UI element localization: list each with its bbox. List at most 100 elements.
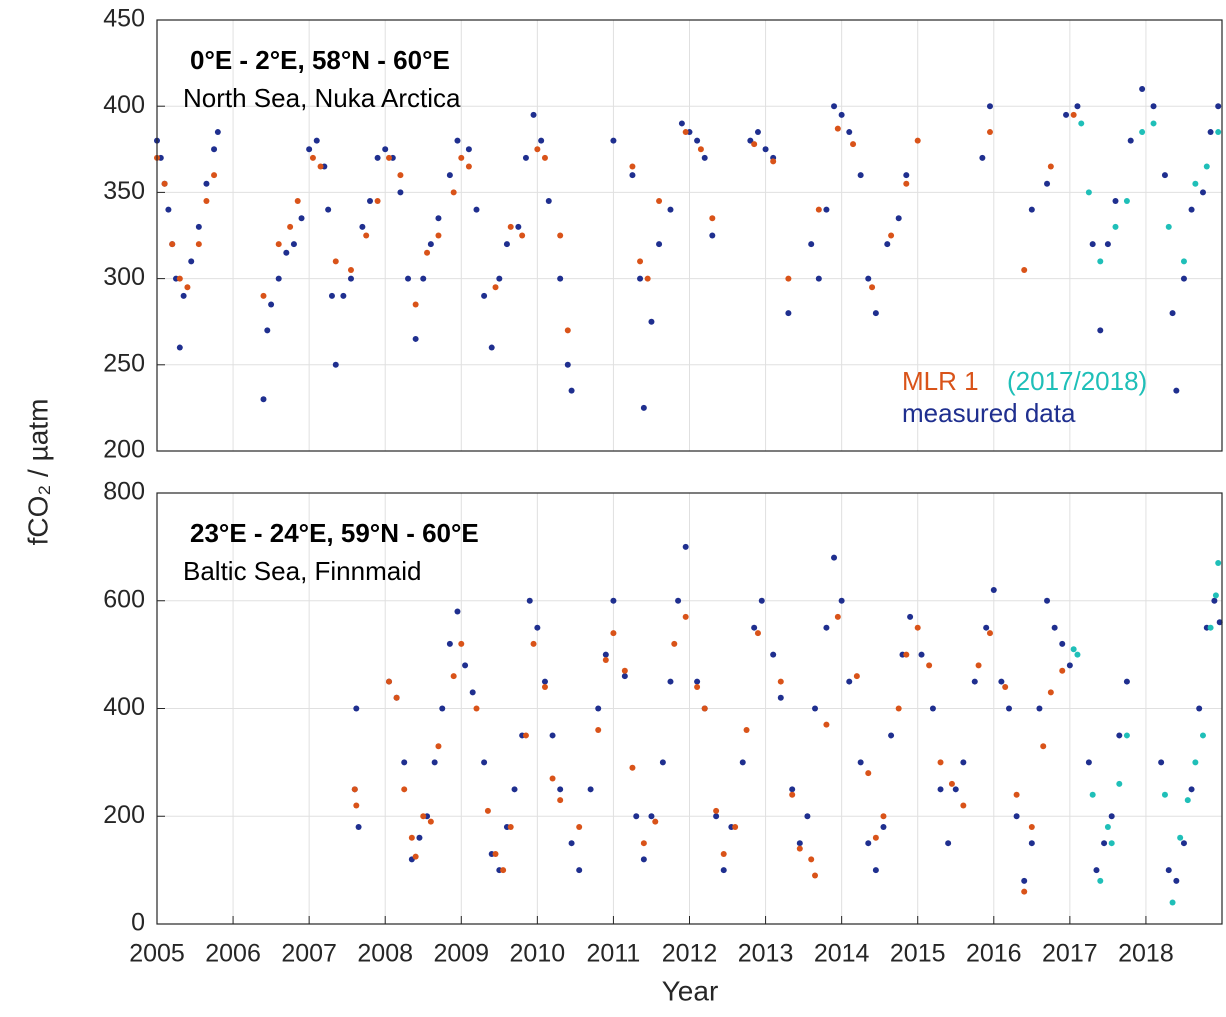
data-point	[629, 172, 636, 179]
data-point	[758, 597, 765, 604]
data-point	[1211, 597, 1218, 604]
data-point	[1097, 258, 1104, 265]
data-point	[275, 275, 282, 282]
data-point	[496, 275, 503, 282]
data-point	[1196, 705, 1203, 712]
data-point	[214, 129, 221, 136]
data-point	[869, 284, 876, 291]
legend-entry: MLR 1	[902, 366, 979, 396]
data-point	[1063, 111, 1070, 118]
data-point	[602, 657, 609, 664]
data-point	[1028, 824, 1035, 831]
data-point	[1165, 867, 1172, 874]
data-point	[161, 180, 168, 187]
data-point	[1199, 732, 1206, 739]
y-tick-label: 300	[103, 263, 145, 291]
data-point	[1002, 683, 1009, 690]
data-point	[184, 284, 191, 291]
data-point	[332, 258, 339, 265]
data-point	[850, 141, 857, 148]
data-point	[408, 834, 415, 841]
x-axis-label: Year	[662, 975, 719, 1006]
data-point	[541, 683, 548, 690]
data-point	[1180, 275, 1187, 282]
data-point	[1215, 560, 1222, 567]
data-point	[629, 163, 636, 170]
data-point	[332, 361, 339, 368]
data-point	[1066, 662, 1073, 669]
legend-entry: (2017/2018)	[1007, 366, 1147, 396]
data-point	[796, 840, 803, 847]
data-point	[195, 223, 202, 230]
data-point	[903, 180, 910, 187]
x-tick-label: 2005	[129, 940, 185, 968]
data-point	[952, 786, 959, 793]
data-point	[446, 172, 453, 179]
data-point	[865, 275, 872, 282]
data-point	[1188, 786, 1195, 793]
data-point	[564, 361, 571, 368]
data-point	[1188, 206, 1195, 213]
data-point	[656, 198, 663, 205]
x-tick-label: 2007	[281, 940, 337, 968]
data-point	[785, 275, 792, 282]
data-point	[1104, 241, 1111, 248]
data-point	[355, 824, 362, 831]
x-tick-label: 2017	[1042, 940, 1098, 968]
data-point	[629, 764, 636, 771]
data-point	[884, 241, 891, 248]
data-point	[283, 249, 290, 256]
data-point	[777, 678, 784, 685]
data-point	[903, 651, 910, 658]
data-point	[1161, 791, 1168, 798]
data-point	[268, 301, 275, 308]
data-point	[169, 241, 176, 248]
data-point	[713, 813, 720, 820]
data-point	[541, 678, 548, 685]
data-point	[652, 818, 659, 825]
data-point	[576, 867, 583, 874]
x-tick-label: 2009	[433, 940, 489, 968]
data-point	[450, 189, 457, 196]
data-point	[1123, 732, 1130, 739]
panel-subtitle: Baltic Sea, Finnmaid	[183, 556, 421, 586]
data-point	[519, 232, 526, 239]
data-point	[709, 232, 716, 239]
data-point	[815, 206, 822, 213]
data-point	[176, 275, 183, 282]
data-point	[568, 387, 575, 394]
data-point	[865, 770, 872, 777]
data-point	[1021, 266, 1028, 273]
data-point	[610, 630, 617, 637]
data-point	[1207, 129, 1214, 136]
data-point	[1021, 877, 1028, 884]
data-point	[298, 215, 305, 222]
data-point	[937, 786, 944, 793]
data-point	[979, 154, 986, 161]
data-point	[770, 158, 777, 165]
data-point	[424, 249, 431, 256]
data-point	[287, 223, 294, 230]
data-point	[907, 613, 914, 620]
data-point	[203, 198, 210, 205]
data-point	[709, 215, 716, 222]
data-point	[503, 241, 510, 248]
data-point	[872, 834, 879, 841]
data-point	[549, 732, 556, 739]
data-point	[659, 759, 666, 766]
data-point	[770, 651, 777, 658]
data-point	[500, 867, 507, 874]
data-point	[492, 284, 499, 291]
data-point	[522, 154, 529, 161]
data-point	[1123, 198, 1130, 205]
data-point	[667, 678, 674, 685]
data-point	[929, 705, 936, 712]
data-point	[1192, 180, 1199, 187]
data-point	[420, 275, 427, 282]
data-point	[465, 163, 472, 170]
data-point	[815, 275, 822, 282]
data-point	[823, 206, 830, 213]
data-point	[1207, 624, 1214, 631]
data-point	[294, 198, 301, 205]
data-point	[1051, 624, 1058, 631]
